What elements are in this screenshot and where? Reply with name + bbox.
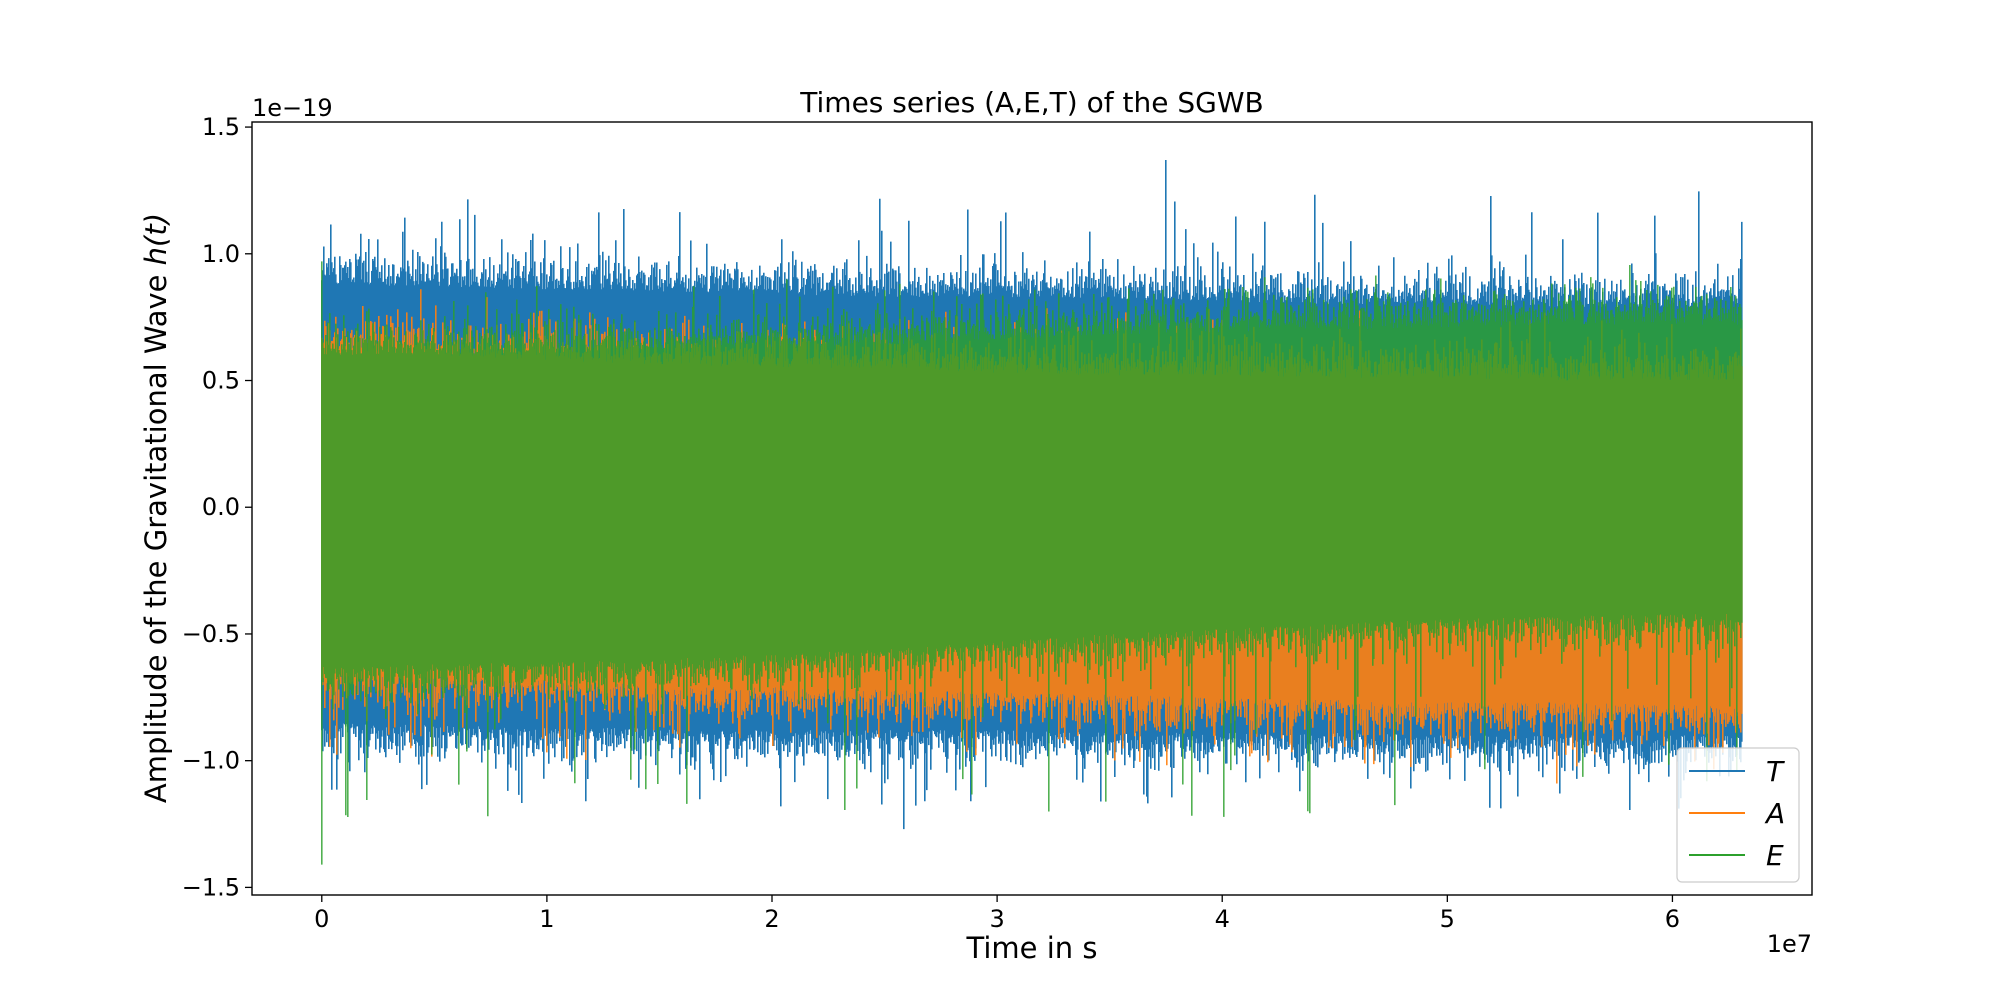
x-tick-label: 1	[539, 905, 554, 933]
x-tick-label: 0	[314, 905, 329, 933]
x-axis-ticks: 0 1 2 3 4 5 6	[314, 895, 1680, 933]
y-tick-label: −0.5	[182, 620, 240, 648]
legend-label-a: A	[1764, 797, 1785, 830]
legend-entry-t: T	[1689, 755, 1785, 788]
axes-frame	[251, 121, 1813, 896]
x-tick-label: 4	[1215, 905, 1230, 933]
y-axis-ticks: −1.5 −1.0 −0.5 0.0 0.5 1.0 1.5	[182, 113, 252, 901]
x-axis-offset-label: 1e7	[1767, 930, 1812, 958]
legend-entry-a: A	[1689, 797, 1785, 830]
y-tick-label: −1.0	[182, 747, 240, 775]
series-layer	[321, 160, 1743, 865]
x-tick-label: 3	[989, 905, 1004, 933]
legend-entry-e: E	[1689, 839, 1784, 872]
y-axis-label-text: Amplitude of the Gravitational Wave	[139, 265, 173, 803]
y-axis-label-math: h(t)	[139, 213, 173, 265]
y-tick-label: 1.0	[202, 240, 240, 268]
legend-label-t: T	[1766, 755, 1785, 788]
legend: T A E	[1676, 747, 1800, 883]
plot-area	[251, 121, 1813, 896]
y-axis-offset-label: 1e−19	[252, 94, 333, 122]
y-tick-label: −1.5	[182, 873, 240, 901]
series-e-line	[321, 261, 1743, 865]
y-tick-label: 0.5	[202, 367, 240, 395]
y-tick-label: 1.5	[202, 113, 240, 141]
y-axis-label: Amplitude of the Gravitational Wave h(t)	[139, 213, 173, 803]
legend-frame	[1676, 747, 1800, 883]
legend-label-e: E	[1766, 839, 1784, 872]
x-tick-label: 6	[1665, 905, 1680, 933]
x-tick-label: 5	[1440, 905, 1455, 933]
chart-title: Times series (A,E,T) of the SGWB	[799, 86, 1263, 119]
y-tick-label: 0.0	[202, 493, 240, 521]
x-axis-label: Time in s	[966, 931, 1098, 965]
x-tick-label: 2	[764, 905, 779, 933]
